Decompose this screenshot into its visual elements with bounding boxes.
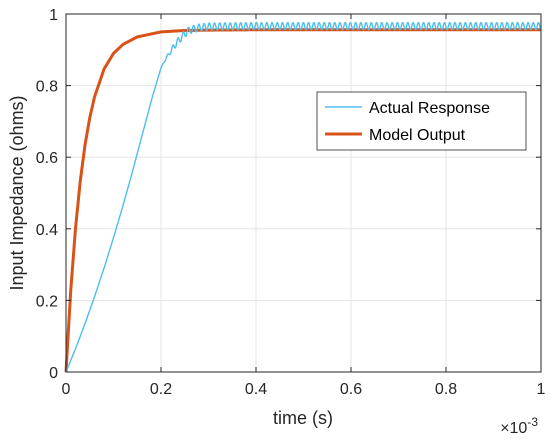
legend: Actual Response Model Output [316,91,527,151]
y-tick-label: 0.8 [36,79,58,96]
legend-label-actual-response: Actual Response [369,100,490,117]
y-tick-label: 1 [49,7,58,24]
x-tick-label: 1 [537,381,546,398]
legend-box [316,91,527,151]
x-tick-label: 0 [62,381,71,398]
y-tick-label: 0 [49,365,58,382]
y-tick-label: 0.4 [36,222,58,239]
plot-frame [65,13,542,373]
legend-label-model-output: Model Output [369,127,466,144]
x-axis-exponent: ×10-3 [500,415,538,437]
x-axis-title: time (s) [273,408,333,428]
axis-ticks: 0 0.2 0.4 0.6 0.8 1 0 0.2 0.4 0.6 0.8 1 [36,7,546,398]
x-tick-label: 0.2 [150,381,172,398]
series-line-actual-response [65,21,542,373]
x-axis-exponent-power: -3 [527,415,538,429]
x-tick-label: 0.8 [435,381,457,398]
y-axis-title: Input Impedance (ohms) [7,95,27,290]
x-axis-multiplier: ×10 [500,420,527,437]
y-tick-label: 0.2 [36,293,58,310]
y-tick-label: 0.6 [36,150,58,167]
x-tick-label: 0.4 [245,381,267,398]
x-tick-label: 0.6 [340,381,362,398]
plot-area [66,14,541,372]
series-lines [64,21,542,373]
